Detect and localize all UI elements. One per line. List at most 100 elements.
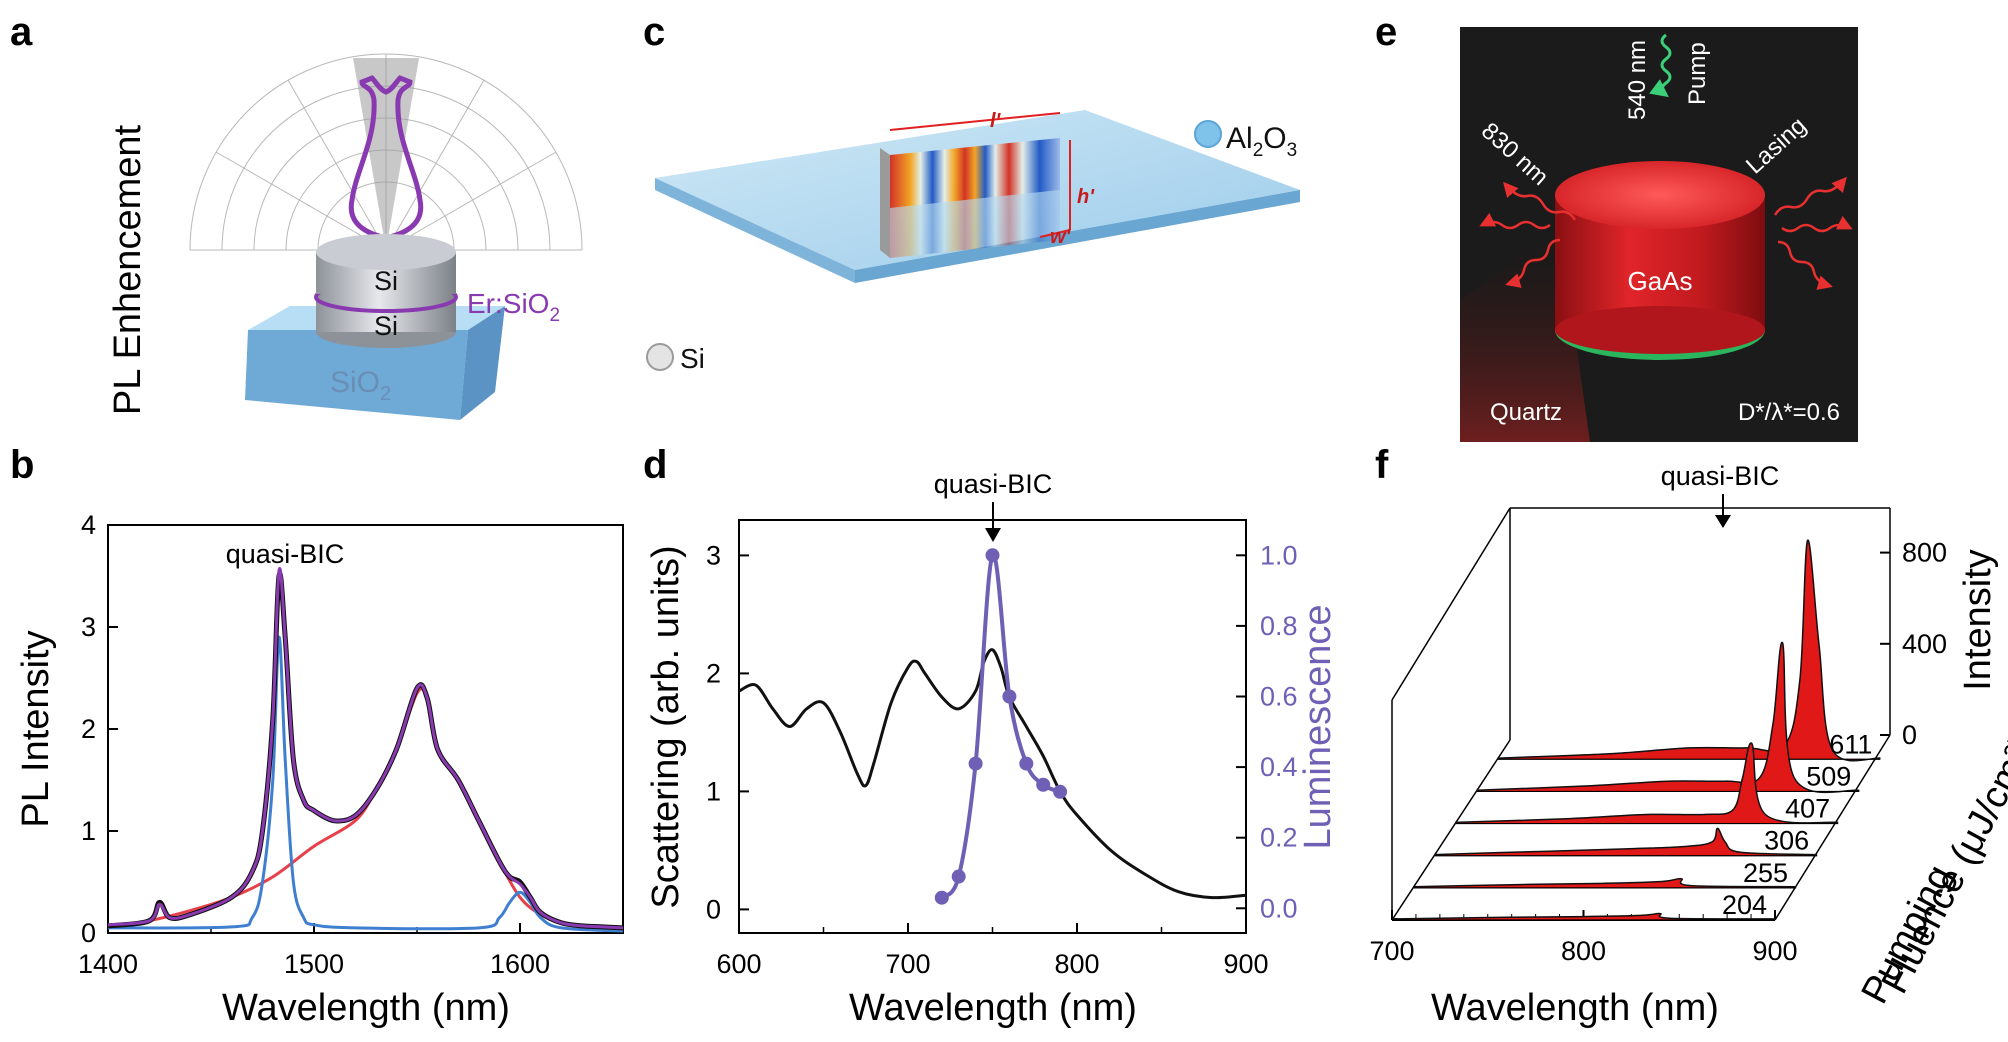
d-luminescence-line <box>940 552 1061 900</box>
si-resonator: l' h' w' <box>880 110 1095 258</box>
ratio-label: D*/λ*=0.6 <box>1738 399 1840 426</box>
si-sphere-icon <box>646 343 674 371</box>
lasing-arrows <box>1479 176 1853 290</box>
f-spectrum-fill <box>1434 828 1818 856</box>
b-ytick-label: 2 <box>81 714 96 744</box>
f-fluence-label: 509 <box>1806 761 1851 791</box>
f-ytick-label: 400 <box>1902 629 1947 659</box>
b-ytick-label: 4 <box>81 510 96 540</box>
d-xtick-label: 600 <box>716 949 761 979</box>
substrate-label: SiO2 <box>330 366 391 405</box>
f-xtick-label: 900 <box>1752 936 1797 966</box>
f-spectrum-line <box>1455 742 1839 824</box>
panel-label-e: e <box>1375 10 1397 54</box>
f-spectrum-fill <box>1476 642 1860 793</box>
panel-b-ticks: 1400 1500 1600 0 1 2 3 4 <box>78 510 550 979</box>
b-ytick-label: 3 <box>81 612 96 642</box>
panel-b-series <box>107 567 624 933</box>
panel-f-zlabel-2: Fluence (μJ/cm²) <box>1874 728 2008 1000</box>
f-xtick-label: 700 <box>1369 936 1414 966</box>
d-luminescence-point <box>1036 777 1051 792</box>
pump-label: Pump <box>1684 42 1711 105</box>
panel-f-ylabel: Intensity <box>1957 549 1999 691</box>
d-luminescence-point <box>985 548 1000 563</box>
panel-f-xlabel: Wavelength (nm) <box>1431 987 1719 1029</box>
plot-frame-b <box>107 524 624 934</box>
d-luminescence-point <box>951 869 966 884</box>
f-spectrum-line <box>1497 539 1881 762</box>
b-measured-line <box>107 571 624 931</box>
panel-label-d: d <box>643 443 667 487</box>
f-fluence-label: 255 <box>1743 858 1788 888</box>
panel-label-a: a <box>10 10 33 54</box>
d-ytick-label: 0 <box>706 894 721 924</box>
f-xtick-label: 800 <box>1561 936 1606 966</box>
d-luminescence-point <box>1053 784 1068 799</box>
quasi-bic-label-f: quasi-BIC <box>1661 461 1780 491</box>
emission-pattern <box>348 75 424 241</box>
f-spectrum-fill <box>1455 742 1839 824</box>
f-fluence-label: 611 <box>1829 729 1872 759</box>
d-ytick-label: 3 <box>706 540 721 570</box>
f-fluence-label: 204 <box>1722 890 1767 920</box>
dim-w-label: w' <box>1050 226 1072 248</box>
b-ytick-label: 1 <box>81 816 96 846</box>
al2o3-sphere-icon <box>1194 120 1222 148</box>
panel-b-xlabel: Wavelength (nm) <box>222 987 510 1029</box>
d-luminescence-point <box>1019 756 1034 771</box>
d-ytick-right-label: 0.6 <box>1260 681 1298 711</box>
panel-d: d 600 700 800 900 0 1 2 3 0.0 0.2 0.4 0.6 0.8 1.0 qua… <box>643 443 1339 1029</box>
f-fluence-label: 306 <box>1764 826 1809 856</box>
d-ytick-right-label: 0.0 <box>1260 893 1298 923</box>
legend-al2o3: Al2O3 <box>1194 120 1297 161</box>
d-ytick-right-label: 0.8 <box>1260 611 1298 641</box>
d-xtick-label: 800 <box>1054 949 1099 979</box>
d-xtick-label: 900 <box>1223 949 1268 979</box>
panel-b: b 1400 1500 1600 0 1 2 3 4 quasi-BIC Wavelength… <box>10 443 624 1029</box>
si-bottom-label: Si <box>374 311 398 341</box>
plot-frame-d <box>738 519 1247 934</box>
panel-label-c: c <box>643 10 665 54</box>
b-xtick-label: 1500 <box>284 949 344 979</box>
d-xtick-label: 700 <box>885 949 930 979</box>
gaas-disk: GaAs <box>1555 161 1765 360</box>
quasi-bic-label-d: quasi-BIC <box>934 469 1053 499</box>
d-ytick-label: 2 <box>706 658 721 688</box>
f-spectrum-fill <box>1413 878 1797 888</box>
f-fluence-label: 407 <box>1785 794 1830 824</box>
d-luminescence-point <box>1002 689 1017 704</box>
pump-arrow <box>1649 33 1672 98</box>
panel-d-ticks: 600 700 800 900 0 1 2 3 0.0 0.2 0.4 0.6 0.8 1.0 <box>706 540 1298 979</box>
b-xtick-label: 1400 <box>78 949 138 979</box>
emission-cone <box>353 58 419 250</box>
legend-si-label: Si <box>680 343 705 374</box>
b-xtick-label: 1600 <box>490 949 550 979</box>
panel-e: e GaAs 540 nm Pump 830 nm Lasing Quartz … <box>1375 10 1858 442</box>
b-peak-fit-line <box>107 635 624 933</box>
pump-wavelength: 540 nm <box>1624 40 1651 120</box>
f-ytick-label: 0 <box>1902 720 1917 750</box>
panel-label-f: f <box>1375 443 1389 487</box>
panel-label-b: b <box>10 443 34 487</box>
er-layer-label: Er:SiO2 <box>467 288 560 326</box>
panel-c: c l' h' w' Al2O3 Si <box>643 10 1300 374</box>
legend-si: Si <box>646 343 705 374</box>
si-top-label: Si <box>374 266 398 296</box>
f-ytick-label: 800 <box>1902 538 1947 568</box>
quartz-label: Quartz <box>1490 399 1562 426</box>
d-scattering-line <box>738 648 1247 900</box>
d-ytick-right-label: 1.0 <box>1260 540 1298 570</box>
quasi-bic-arrowhead-d <box>985 528 1001 542</box>
panel-d-ylabel: Scattering (arb. units) <box>645 545 687 908</box>
d-luminescence-point <box>968 756 983 771</box>
panel-a-ylabel: PL Enhencement <box>107 124 149 415</box>
f-spectrum-line <box>1434 827 1818 856</box>
dim-h-label: h' <box>1077 186 1095 208</box>
legend-al2o3-label: Al2O3 <box>1226 122 1297 161</box>
panel-d-xlabel: Wavelength (nm) <box>849 987 1137 1029</box>
d-ytick-label: 1 <box>706 776 721 806</box>
panel-d-ylabel-right: Luminescence <box>1297 604 1339 849</box>
